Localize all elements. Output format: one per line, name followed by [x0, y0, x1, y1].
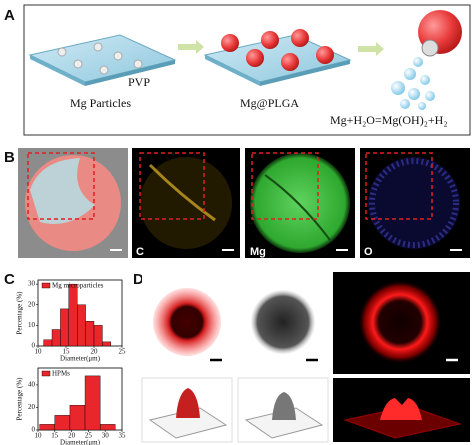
optical-image [142, 272, 232, 374]
legend-swatch [41, 282, 51, 289]
channel-label: O [364, 246, 373, 258]
x-tick-label: 35 [119, 432, 127, 440]
x-tick-label: 20 [68, 432, 76, 440]
y-axis-label: Percentage (%) [16, 377, 24, 421]
y-tick-label: 0 [32, 426, 36, 434]
histogram-bar [76, 304, 86, 347]
histogram-bar [43, 339, 53, 347]
channel-label: Mg [250, 246, 266, 258]
substrate-2 [203, 29, 352, 86]
y-tick-label: 20 [28, 403, 36, 411]
x-tick-label: 10 [35, 348, 43, 356]
panel-label: A [4, 7, 15, 24]
eds-o-image [360, 148, 470, 258]
histogram-bar [69, 405, 86, 431]
x-tick-label: 30 [102, 432, 110, 440]
legend-swatch [41, 370, 51, 377]
histogram-bar [99, 424, 116, 431]
histogram-bar [102, 341, 112, 347]
y-tick-label: 40 [28, 381, 36, 389]
histogram-bar [60, 308, 70, 347]
panel-label: B [4, 149, 15, 166]
step-label: Mg Particles [70, 96, 131, 110]
y-tick-label: 20 [28, 300, 36, 308]
brightfield-image [238, 272, 328, 374]
x-tick-label: 10 [35, 432, 43, 440]
histogram-bar [39, 424, 56, 431]
fluorescence-image [333, 272, 470, 374]
x-tick-label: 25 [119, 348, 127, 356]
x-tick-label: 20 [91, 348, 99, 356]
substrate-label: PVP [128, 75, 150, 89]
y-tick-label: 10 [28, 321, 36, 329]
reaction-illustration [391, 10, 462, 110]
panel-label: C [4, 271, 15, 288]
x-axis-label: Diameter(μm) [60, 439, 101, 445]
eds-mg-image [245, 148, 355, 258]
surface-plot [141, 377, 233, 443]
surface-plot [333, 378, 470, 442]
step-label: Mg@PLGA [240, 96, 299, 110]
substrate-1 [28, 34, 177, 86]
histogram-bar [54, 415, 71, 431]
histogram-bar [51, 329, 61, 347]
y-tick-label: 0 [32, 342, 36, 350]
panel-frame [23, 4, 471, 136]
x-axis-label: Diameter(μm) [60, 355, 101, 363]
x-tick-label: 25 [85, 432, 93, 440]
legend-label: HPMs [52, 370, 70, 378]
histogram-bar [68, 283, 78, 347]
histogram-bar [93, 325, 103, 347]
x-tick-label: 15 [63, 348, 71, 356]
legend-label: Mg microparticles [52, 282, 104, 290]
channel-label: C [136, 246, 144, 258]
y-axis-label: Percentage (%) [16, 291, 24, 335]
reaction-equation: Mg+H₂O=Mg(OH)₂+H₂ [330, 113, 448, 127]
histogram-bar [84, 375, 101, 431]
histogram-bar [85, 321, 95, 347]
panel-label: D [133, 271, 144, 288]
surface-plot [237, 377, 329, 443]
arrow [178, 40, 204, 54]
arrow [358, 42, 384, 56]
eds-c-image [132, 148, 240, 258]
x-tick-label: 15 [51, 432, 59, 440]
y-tick-label: 30 [28, 280, 36, 288]
sem-image [18, 148, 128, 258]
